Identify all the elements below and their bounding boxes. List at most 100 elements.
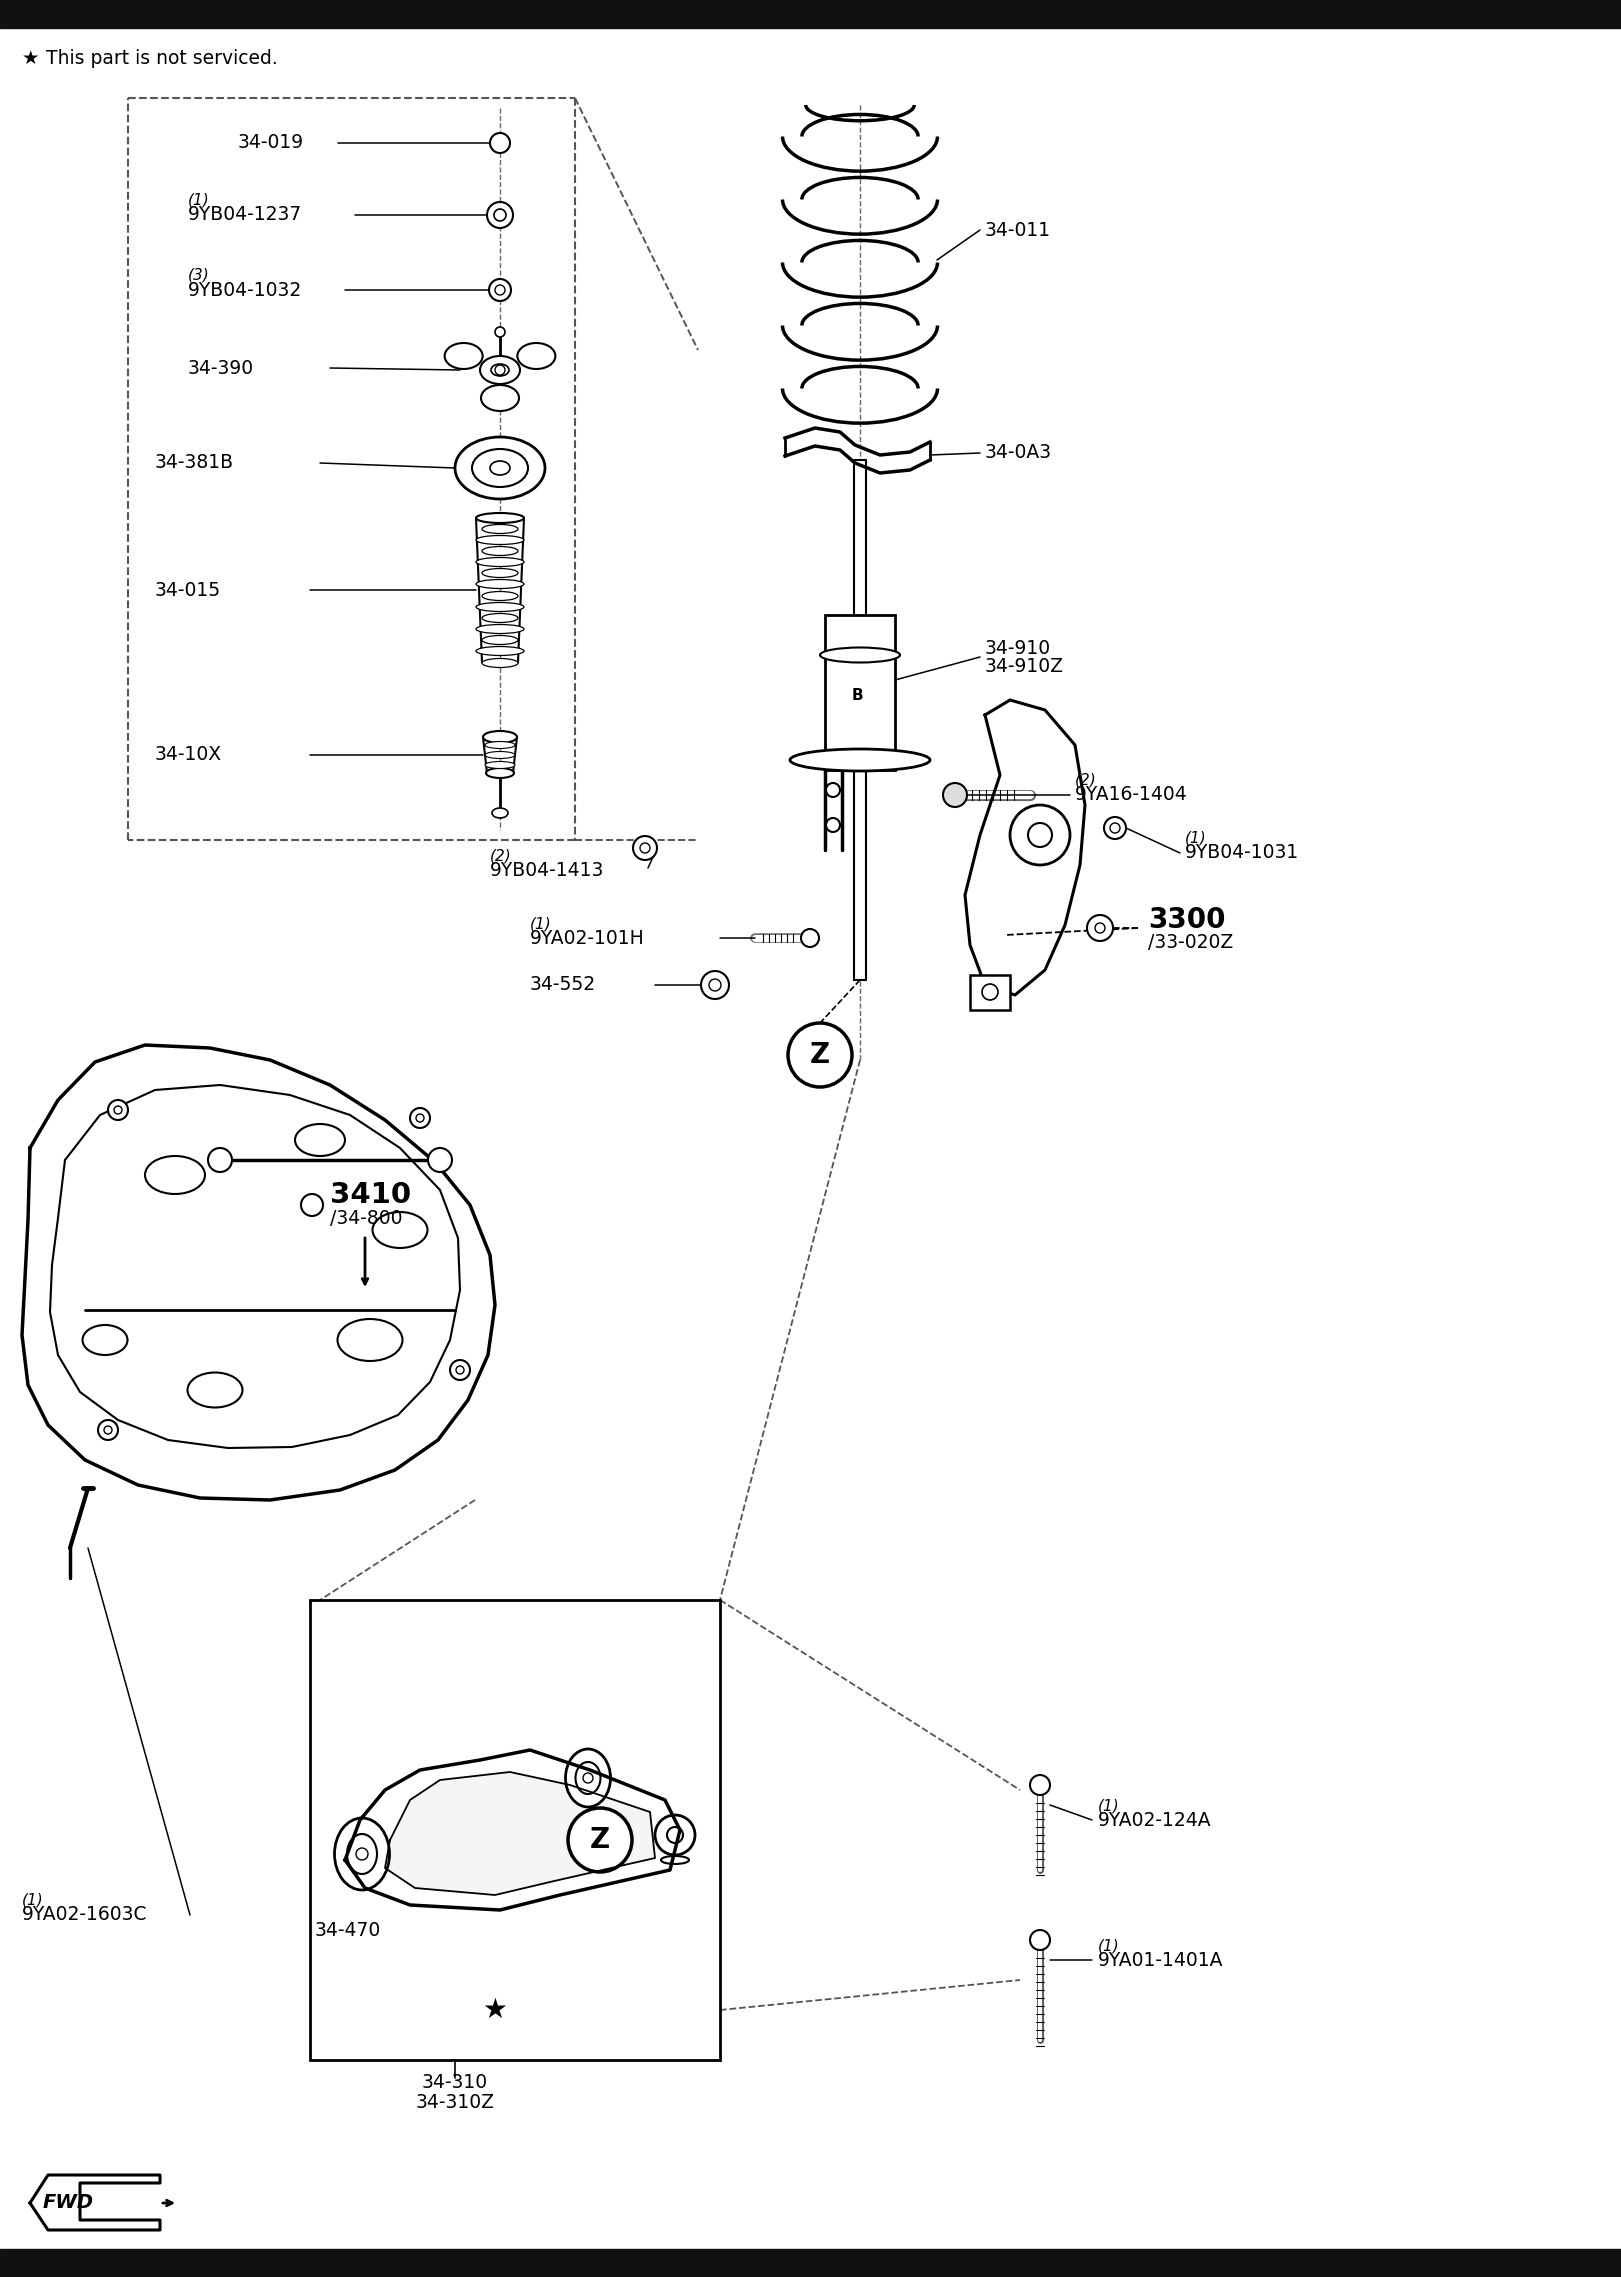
Text: FWD: FWD bbox=[42, 2193, 94, 2213]
Text: 34-310: 34-310 bbox=[421, 2074, 488, 2093]
Circle shape bbox=[490, 280, 511, 301]
Text: (1): (1) bbox=[1097, 1799, 1120, 1812]
Polygon shape bbox=[23, 1045, 494, 1501]
Text: (2): (2) bbox=[1075, 772, 1097, 788]
Circle shape bbox=[428, 1148, 452, 1173]
Ellipse shape bbox=[566, 1749, 611, 1808]
Text: (1): (1) bbox=[1097, 1938, 1120, 1954]
Ellipse shape bbox=[334, 1817, 389, 1890]
Ellipse shape bbox=[483, 731, 517, 742]
Text: 34-910: 34-910 bbox=[986, 638, 1050, 658]
Ellipse shape bbox=[295, 1125, 345, 1157]
Ellipse shape bbox=[347, 1833, 378, 1874]
Circle shape bbox=[982, 984, 999, 1000]
Ellipse shape bbox=[485, 751, 515, 758]
Circle shape bbox=[494, 209, 506, 221]
Circle shape bbox=[1029, 1776, 1050, 1794]
Circle shape bbox=[632, 836, 657, 861]
Ellipse shape bbox=[490, 460, 511, 476]
Ellipse shape bbox=[477, 515, 524, 521]
Text: 3300: 3300 bbox=[1148, 906, 1225, 934]
Bar bbox=[0, 0, 1621, 27]
Text: 9YB04-1413: 9YB04-1413 bbox=[490, 861, 605, 881]
Circle shape bbox=[1010, 806, 1070, 865]
Circle shape bbox=[104, 1425, 112, 1435]
Text: ★: ★ bbox=[483, 1997, 507, 2024]
Circle shape bbox=[640, 842, 650, 854]
Circle shape bbox=[827, 817, 840, 831]
Circle shape bbox=[494, 364, 506, 376]
Text: (1): (1) bbox=[23, 1892, 44, 1908]
Circle shape bbox=[302, 1193, 323, 1216]
Text: 34-310Z: 34-310Z bbox=[415, 2093, 494, 2113]
Text: 34-015: 34-015 bbox=[156, 581, 220, 599]
Text: 34-552: 34-552 bbox=[530, 975, 597, 995]
Ellipse shape bbox=[575, 1762, 600, 1794]
Bar bbox=[0, 2250, 1621, 2277]
Text: 9YB04-1237: 9YB04-1237 bbox=[188, 205, 302, 225]
Text: 34-0A3: 34-0A3 bbox=[986, 444, 1052, 462]
Bar bbox=[310, 1601, 720, 2061]
Ellipse shape bbox=[661, 1856, 689, 1865]
Text: ★: ★ bbox=[23, 48, 39, 68]
Circle shape bbox=[451, 1359, 470, 1380]
Circle shape bbox=[486, 203, 512, 228]
Circle shape bbox=[113, 1107, 122, 1113]
Ellipse shape bbox=[493, 808, 507, 817]
Bar bbox=[969, 975, 1010, 1011]
Circle shape bbox=[494, 285, 506, 296]
Bar bbox=[854, 460, 866, 979]
Circle shape bbox=[357, 1849, 368, 1860]
Text: 34-390: 34-390 bbox=[188, 357, 254, 378]
Text: /33-020Z: /33-020Z bbox=[1148, 934, 1234, 952]
Circle shape bbox=[1029, 1931, 1050, 1949]
Text: 9YA02-101H: 9YA02-101H bbox=[530, 929, 645, 947]
Ellipse shape bbox=[481, 613, 519, 622]
Ellipse shape bbox=[188, 1373, 243, 1407]
Text: /34-800: /34-800 bbox=[331, 1209, 402, 1227]
Text: (3): (3) bbox=[188, 266, 209, 282]
Circle shape bbox=[207, 1148, 232, 1173]
Circle shape bbox=[490, 132, 511, 153]
Ellipse shape bbox=[337, 1318, 402, 1362]
Ellipse shape bbox=[144, 1157, 204, 1193]
Ellipse shape bbox=[481, 524, 519, 533]
Text: 34-470: 34-470 bbox=[314, 1920, 381, 1940]
Ellipse shape bbox=[789, 749, 930, 772]
Ellipse shape bbox=[491, 364, 509, 376]
Circle shape bbox=[1110, 822, 1120, 833]
Text: 9YA02-124A: 9YA02-124A bbox=[1097, 1810, 1211, 1828]
Text: 34-019: 34-019 bbox=[238, 134, 305, 153]
Ellipse shape bbox=[481, 569, 519, 578]
Circle shape bbox=[417, 1113, 425, 1123]
Ellipse shape bbox=[444, 344, 483, 369]
Text: 9YA02-1603C: 9YA02-1603C bbox=[23, 1906, 148, 1924]
Text: Z: Z bbox=[810, 1041, 830, 1068]
Text: 34-011: 34-011 bbox=[986, 221, 1050, 239]
Circle shape bbox=[1088, 915, 1114, 940]
Text: 34-910Z: 34-910Z bbox=[986, 656, 1063, 676]
Circle shape bbox=[567, 1808, 632, 1872]
Circle shape bbox=[109, 1100, 128, 1120]
Text: (2): (2) bbox=[490, 849, 512, 863]
Ellipse shape bbox=[477, 603, 524, 613]
Circle shape bbox=[584, 1774, 593, 1783]
Circle shape bbox=[410, 1109, 430, 1127]
Text: This part is not serviced.: This part is not serviced. bbox=[45, 48, 277, 68]
Text: 9YA16-1404: 9YA16-1404 bbox=[1075, 786, 1188, 804]
Circle shape bbox=[1028, 822, 1052, 847]
Circle shape bbox=[494, 328, 506, 337]
Circle shape bbox=[827, 783, 840, 797]
Ellipse shape bbox=[820, 647, 900, 663]
Circle shape bbox=[1096, 922, 1106, 934]
Ellipse shape bbox=[485, 742, 515, 749]
Text: 9YA01-1401A: 9YA01-1401A bbox=[1097, 1951, 1224, 1970]
Circle shape bbox=[700, 970, 729, 1000]
Ellipse shape bbox=[485, 761, 515, 770]
Text: 9YB04-1032: 9YB04-1032 bbox=[188, 280, 302, 301]
Ellipse shape bbox=[477, 581, 524, 587]
Circle shape bbox=[97, 1421, 118, 1439]
Text: 3410: 3410 bbox=[331, 1182, 412, 1209]
Text: 9YB04-1031: 9YB04-1031 bbox=[1185, 842, 1300, 863]
Circle shape bbox=[456, 1366, 464, 1373]
